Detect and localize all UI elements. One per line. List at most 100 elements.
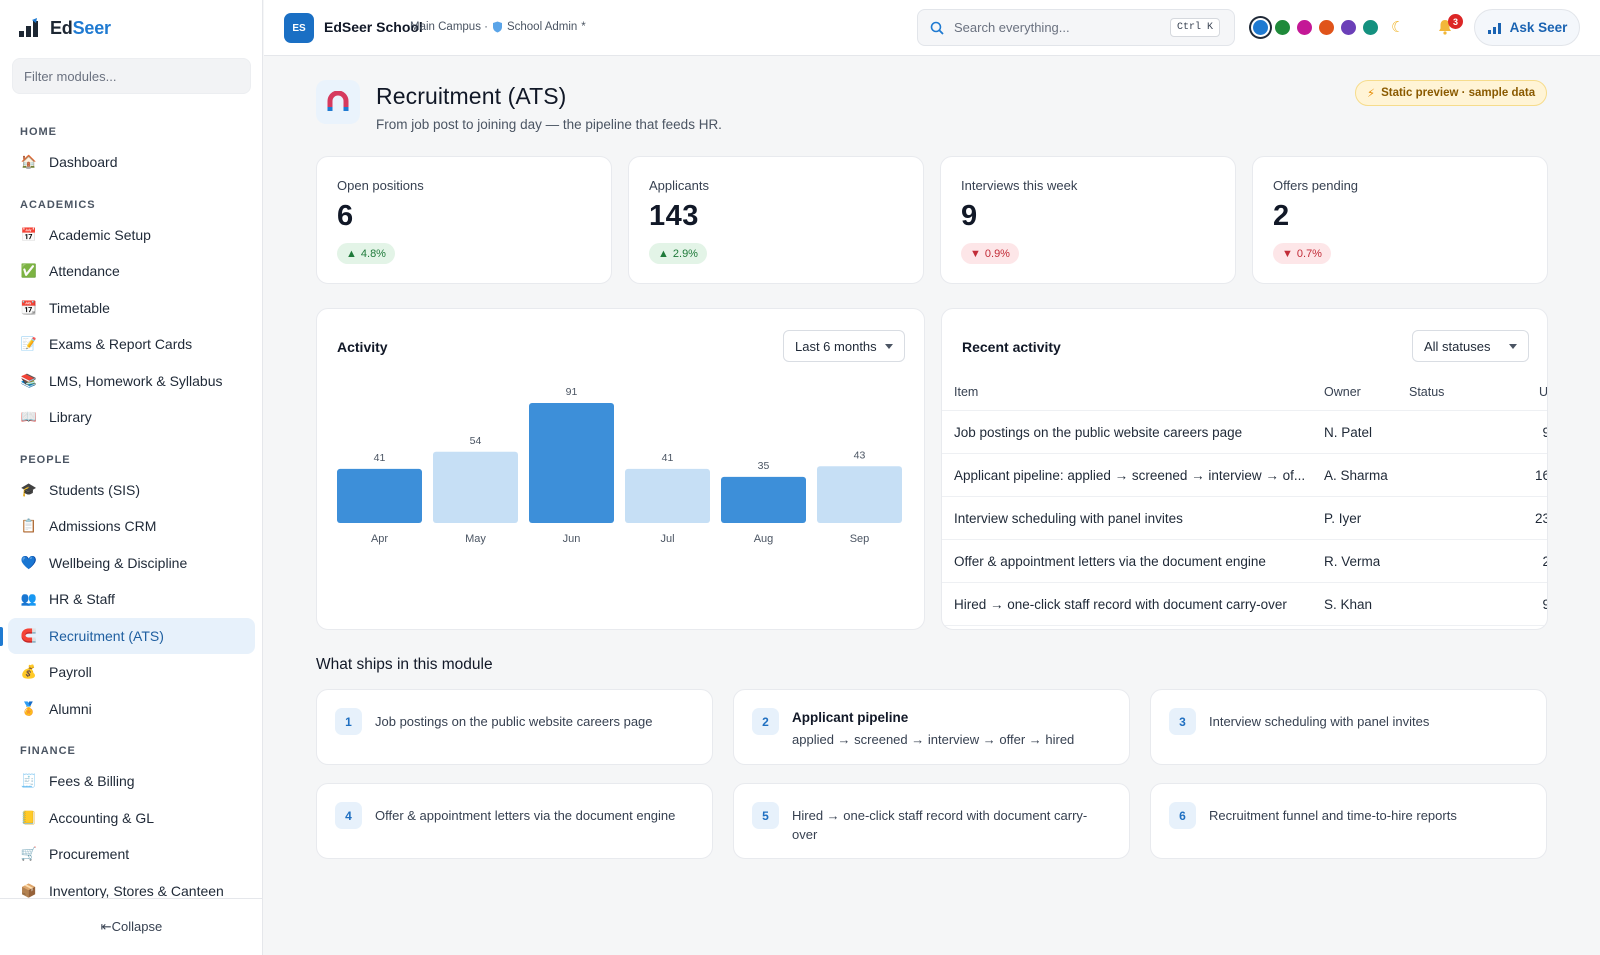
kpi-delta-badge: ▼ 0.7% bbox=[1273, 243, 1331, 264]
column-header[interactable]: Owner bbox=[1324, 385, 1361, 399]
chart-bar-aug[interactable] bbox=[721, 476, 806, 523]
sidebar-item-wellbeing-discipline[interactable]: 💙 Wellbeing & Discipline bbox=[8, 545, 255, 582]
theme-color-purple[interactable] bbox=[1341, 20, 1356, 35]
sidebar-item-label: Admissions CRM bbox=[49, 518, 157, 535]
status-filter-value: All statuses bbox=[1424, 338, 1491, 354]
sidebar-item-label: Procurement bbox=[49, 846, 130, 863]
ask-seer-button[interactable]: Ask Seer bbox=[1474, 9, 1580, 46]
static-preview-badge: ⚡ Static preview · sample data bbox=[1355, 80, 1548, 106]
chart-bar-sep[interactable] bbox=[817, 466, 902, 523]
feature-card: 2 Applicant pipeline applied → screened →… bbox=[733, 689, 1130, 765]
theme-color-teal[interactable] bbox=[1363, 20, 1378, 35]
table-row[interactable]: Applicant pipeline: applied → screened →… bbox=[942, 454, 1547, 497]
row-updated: 9 bbox=[1526, 411, 1547, 454]
topbar: ES EdSeer School Main Campus · School Ad… bbox=[264, 0, 1600, 56]
chart-bar-jun[interactable] bbox=[529, 403, 614, 523]
row-item: Job postings on the public website caree… bbox=[954, 425, 1243, 440]
row-item: Hired → one-click staff record with docu… bbox=[954, 597, 1287, 612]
search-shortcut: Ctrl K bbox=[1169, 18, 1220, 37]
theme-color-blue[interactable] bbox=[1253, 20, 1268, 35]
row-updated: 9 bbox=[1526, 583, 1547, 626]
theme-color-green[interactable] bbox=[1275, 20, 1290, 35]
activity-range-select[interactable]: Last 6 months bbox=[783, 330, 905, 362]
feature-number: 4 bbox=[335, 802, 362, 829]
check-box-icon: ✅ bbox=[20, 263, 38, 279]
sidebar-item-procurement[interactable]: 🛒 Procurement bbox=[8, 836, 255, 873]
row-owner: S. Khan bbox=[1324, 597, 1373, 612]
sidebar-item-label: Payroll bbox=[49, 664, 92, 681]
feature-card: 3 Interview scheduling with panel invites bbox=[1150, 689, 1547, 765]
chart-data-label: 35 bbox=[758, 460, 770, 472]
feature-text: Recruitment funnel and time-to-hire repo… bbox=[1209, 808, 1457, 823]
sidebar-item-label: Recruitment (ATS) bbox=[49, 627, 164, 644]
activity-title: Activity bbox=[337, 339, 388, 355]
role-label: School Admin bbox=[506, 21, 578, 33]
row-owner: N. Patel bbox=[1324, 425, 1373, 440]
sidebar-item-recruitment-ats[interactable]: 🧲 Recruitment (ATS) bbox=[0, 617, 255, 654]
sidebar-item-admissions-crm[interactable]: 📋 Admissions CRM bbox=[8, 508, 255, 545]
sidebar-item-inventory-stores-canteen[interactable]: 📦 Inventory, Stores & Canteen bbox=[8, 873, 255, 898]
sidebar-item-attendance[interactable]: ✅ Attendance bbox=[8, 253, 255, 290]
filter-modules-input[interactable] bbox=[12, 58, 251, 94]
sidebar-item-accounting-gl[interactable]: 📒 Accounting & GL bbox=[8, 800, 255, 837]
activity-card: Activity Last 6 months 41 Apr 54 May 91 Jun 41… bbox=[316, 308, 925, 630]
chart-bar-apr[interactable] bbox=[337, 468, 422, 523]
sidebar-item-payroll[interactable]: 💰 Payroll bbox=[8, 654, 255, 691]
theme-color-orange[interactable] bbox=[1319, 20, 1334, 35]
school-name[interactable]: EdSeer School bbox=[324, 19, 423, 35]
table-row[interactable]: Interview scheduling with panel invites … bbox=[942, 497, 1547, 540]
ledger-icon: 📒 bbox=[20, 809, 38, 825]
sidebar-item-library[interactable]: 📖 Library bbox=[8, 399, 255, 436]
school-logo[interactable]: ES bbox=[284, 13, 314, 43]
sidebar-item-label: Students (SIS) bbox=[49, 481, 141, 498]
brand[interactable]: EdSeer bbox=[18, 16, 111, 40]
kpi-delta-value: 2.9% bbox=[672, 247, 698, 260]
sidebar-item-lms-homework-syllabus[interactable]: 📚 LMS, Homework & Syllabus bbox=[8, 363, 255, 400]
brand-logo-icon bbox=[19, 18, 38, 37]
sidebar-item-label: LMS, Homework & Syllabus bbox=[49, 372, 223, 389]
table-row[interactable]: Job postings on the public website caree… bbox=[942, 411, 1547, 454]
table-row[interactable]: Hired → one-click staff record with docu… bbox=[942, 583, 1547, 626]
collapse-button[interactable]: ⇤Collapse bbox=[0, 898, 263, 955]
kpi-delta-value: 0.7% bbox=[1296, 247, 1322, 260]
sidebar-item-academic-setup[interactable]: 📅 Academic Setup bbox=[8, 217, 255, 254]
sidebar-item-timetable[interactable]: 📆 Timetable bbox=[8, 290, 255, 327]
sidebar-item-students-sis[interactable]: 🎓 Students (SIS) bbox=[8, 472, 255, 509]
column-header[interactable]: Upd bbox=[1539, 385, 1548, 399]
chart-data-label: 41 bbox=[662, 452, 674, 464]
status-filter-select[interactable]: All statuses bbox=[1412, 330, 1529, 362]
dark-mode-moon-icon[interactable]: ☾ bbox=[1391, 19, 1405, 36]
sidebar-item-dashboard[interactable]: 🏠 Dashboard bbox=[8, 144, 255, 181]
column-header[interactable]: Item bbox=[954, 385, 979, 399]
global-search[interactable]: Ctrl K bbox=[917, 9, 1235, 46]
module-magnet-icon bbox=[316, 80, 360, 124]
activity-range-value: Last 6 months bbox=[795, 338, 877, 354]
chart-tick-label: Sep bbox=[850, 533, 870, 545]
row-item: Offer & appointment letters via the docu… bbox=[954, 554, 1266, 569]
kpi-value: 143 bbox=[649, 200, 699, 232]
table-row[interactable]: Offer & appointment letters via the docu… bbox=[942, 540, 1547, 583]
chart-bar-may[interactable] bbox=[433, 451, 518, 523]
triangle-down-icon: ▼ bbox=[970, 247, 981, 260]
sidebar-item-label: Exams & Report Cards bbox=[49, 336, 193, 353]
column-header[interactable]: Status bbox=[1409, 385, 1445, 399]
triangle-up-icon: ▲ bbox=[658, 247, 669, 260]
search-input[interactable] bbox=[954, 20, 1154, 35]
campus-role-selector[interactable]: Main Campus · School Admin * bbox=[410, 21, 586, 33]
sidebar-item-label: Accounting & GL bbox=[49, 809, 155, 826]
nav-section-title: FINANCE bbox=[20, 745, 76, 757]
sidebar-item-label: Alumni bbox=[49, 700, 92, 717]
theme-color-magenta[interactable] bbox=[1297, 20, 1312, 35]
chart-tick-label: Jul bbox=[660, 533, 674, 545]
sidebar-item-fees-billing[interactable]: 🧾 Fees & Billing bbox=[8, 763, 255, 800]
chart-tick-label: Aug bbox=[754, 533, 774, 545]
feature-text: Job postings on the public website caree… bbox=[375, 714, 653, 729]
sidebar-item-exams-report-cards[interactable]: 📝 Exams & Report Cards bbox=[8, 326, 255, 363]
feature-number: 5 bbox=[752, 802, 779, 829]
chart-tick-label: Jun bbox=[563, 533, 581, 545]
chart-data-label: 54 bbox=[470, 435, 482, 447]
kpi-label: Offers pending bbox=[1273, 178, 1359, 193]
sidebar-item-hr-staff[interactable]: 👥 HR & Staff bbox=[8, 581, 255, 618]
sidebar-item-alumni[interactable]: 🏅 Alumni bbox=[8, 691, 255, 728]
chart-bar-jul[interactable] bbox=[625, 468, 710, 523]
